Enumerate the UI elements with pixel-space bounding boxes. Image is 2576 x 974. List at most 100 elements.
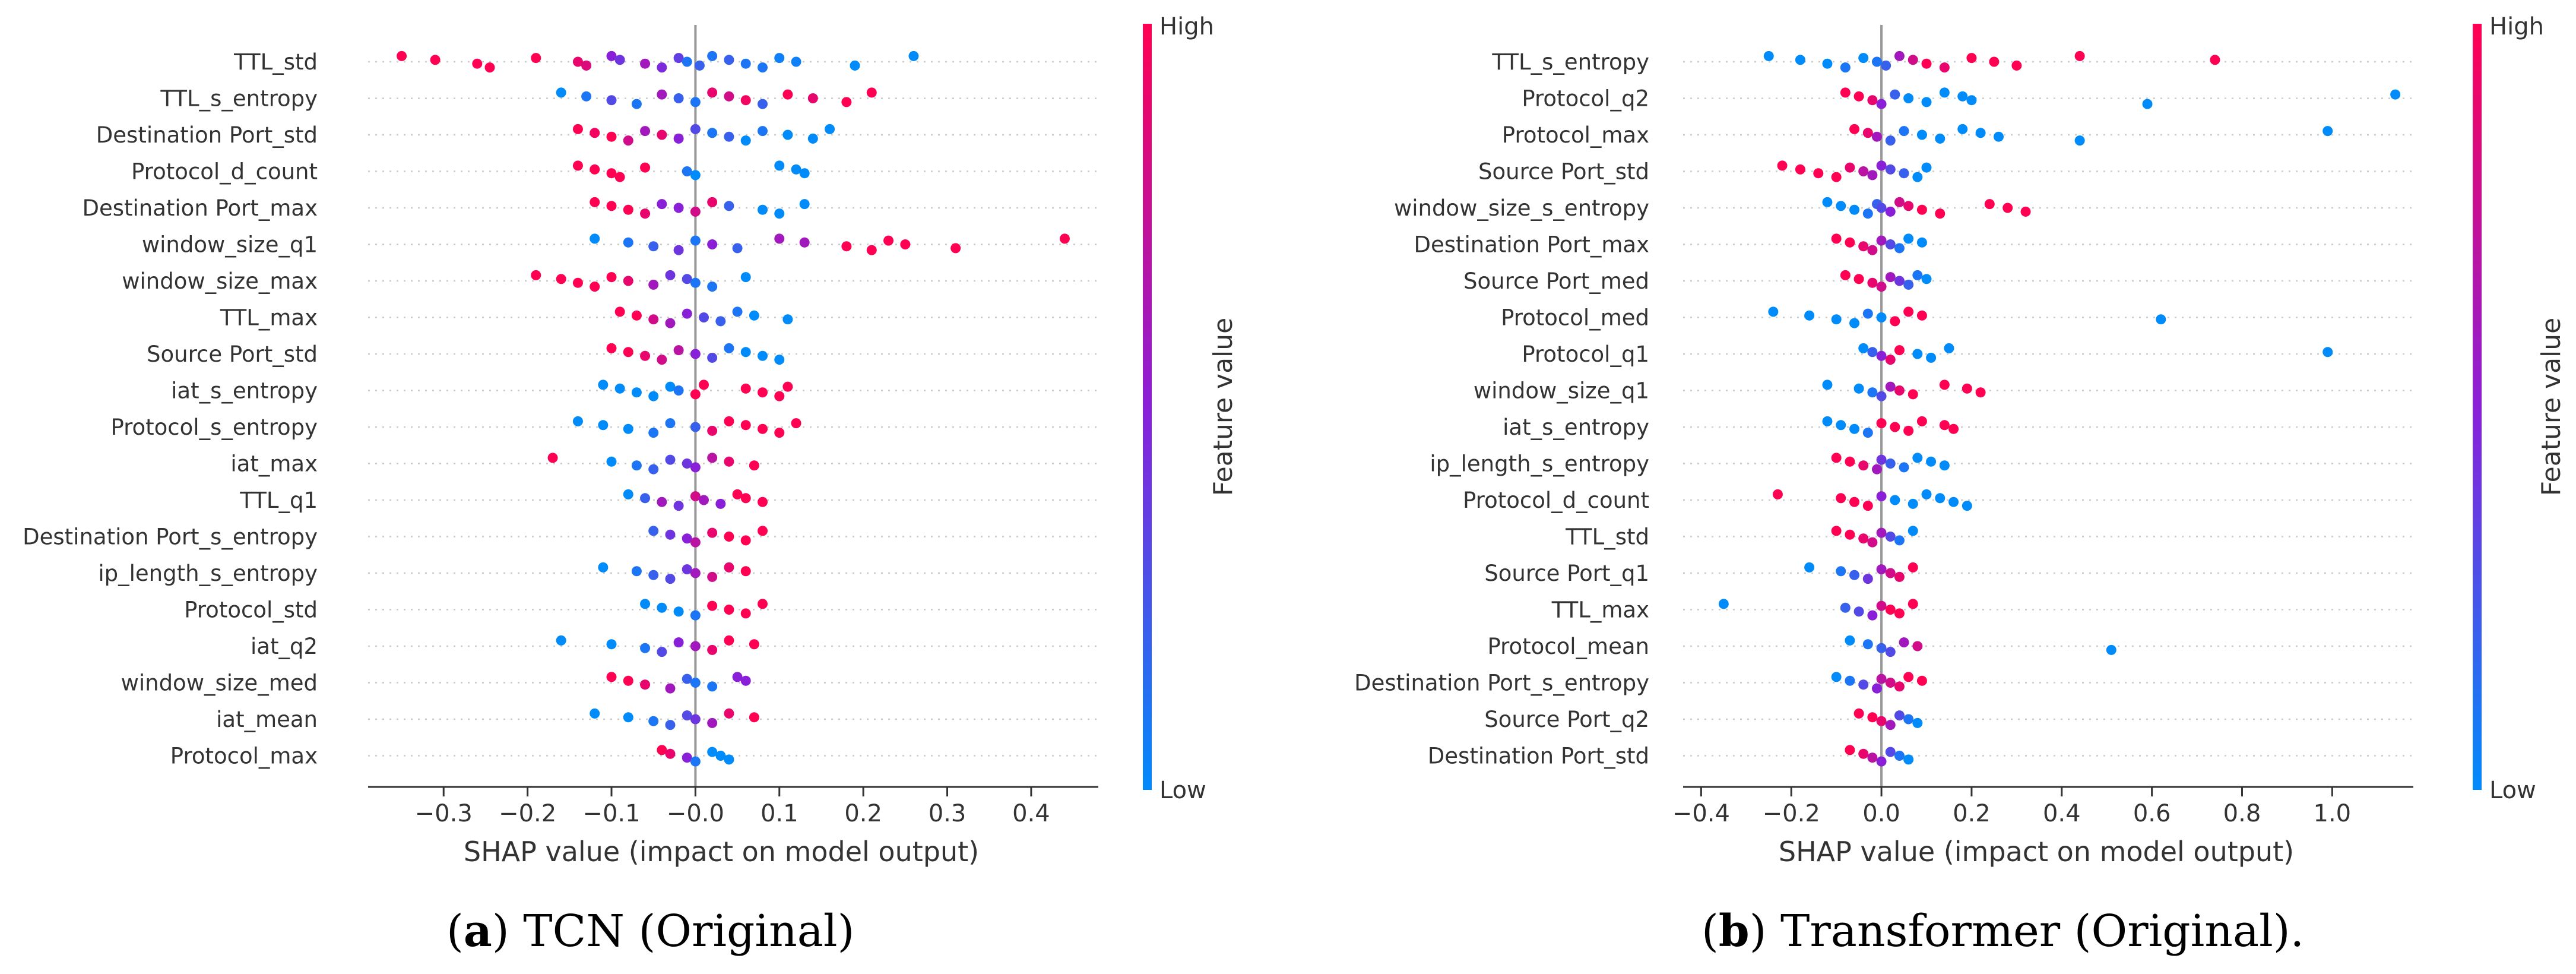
shap-point xyxy=(1908,526,1918,536)
shap-point xyxy=(1862,501,1873,511)
shap-point xyxy=(648,314,659,325)
shap-point xyxy=(724,416,734,426)
shap-point xyxy=(1804,562,1815,573)
shap-point xyxy=(699,380,709,390)
shap-point xyxy=(841,241,852,252)
shap-point xyxy=(1867,610,1878,621)
shap-point xyxy=(572,124,583,134)
shap-point xyxy=(1903,233,1914,244)
shap-point xyxy=(665,418,676,429)
feature-label: TTL_max xyxy=(220,305,318,331)
shap-point xyxy=(430,55,441,65)
shap-point xyxy=(1939,87,1950,98)
shap-point xyxy=(1908,562,1918,573)
shap-point xyxy=(673,637,684,648)
shap-point xyxy=(1840,62,1851,73)
shap-point xyxy=(1885,355,1896,365)
shap-point xyxy=(590,282,600,292)
shap-point xyxy=(1912,172,1923,182)
shap-point xyxy=(732,243,743,254)
shap-point xyxy=(2074,50,2085,61)
shap-point xyxy=(1876,527,1887,538)
shap-point xyxy=(1876,491,1887,502)
x-tick-label: −0.2 xyxy=(1763,800,1820,827)
shap-point xyxy=(1876,564,1887,575)
shap-point xyxy=(1831,453,1842,463)
feature-label: TTL_max xyxy=(1551,597,1649,623)
shap-point xyxy=(665,454,676,465)
shap-point xyxy=(1853,274,1864,284)
shap-point xyxy=(673,203,684,213)
shap-point xyxy=(2322,347,2333,358)
shap-point xyxy=(665,574,676,584)
shap-point xyxy=(1059,233,1070,244)
x-tick-label: −0.2 xyxy=(499,800,556,827)
shap-point xyxy=(1822,380,1833,390)
shap-point xyxy=(682,308,692,319)
x-tick-label: 1.0 xyxy=(2314,800,2352,827)
shap-point xyxy=(673,501,684,511)
feature-label: iat_s_entropy xyxy=(1503,415,1649,440)
colorbar-title: Feature value xyxy=(2536,318,2567,496)
shap-point xyxy=(1989,56,2000,67)
x-axis-title: SHAP value (impact on model output) xyxy=(464,836,979,868)
shap-point xyxy=(1885,458,1896,469)
shap-point xyxy=(590,164,600,175)
caption-a: (a) TCN (Original) xyxy=(446,906,855,957)
x-tick-label: 0.3 xyxy=(929,800,967,827)
shap-point xyxy=(715,751,726,761)
shap-point xyxy=(749,460,759,471)
shap-point xyxy=(657,602,667,613)
shap-point xyxy=(1867,277,1878,288)
shap-point xyxy=(707,600,718,611)
shap-point xyxy=(799,168,810,179)
colorbar xyxy=(2473,24,2482,790)
shap-point xyxy=(866,245,877,255)
x-tick-label: 0.0 xyxy=(1862,800,1900,827)
shap-point xyxy=(690,389,701,400)
shap-point xyxy=(1885,647,1896,657)
shap-point xyxy=(1885,747,1896,757)
shap-point xyxy=(572,160,583,171)
shap-point xyxy=(1867,387,1878,398)
shap-point xyxy=(598,562,609,573)
shap-point xyxy=(690,610,701,621)
feature-label: Destination Port_max xyxy=(82,195,318,221)
shap-point xyxy=(707,681,718,692)
shap-point xyxy=(2074,135,2085,146)
shap-point xyxy=(556,635,566,646)
shap-point xyxy=(908,50,919,61)
x-tick-label: 0.4 xyxy=(1012,800,1050,827)
shap-point xyxy=(673,133,684,144)
shap-point xyxy=(1939,420,1950,431)
shap-point xyxy=(1858,679,1869,690)
shap-point xyxy=(640,208,651,219)
shap-point xyxy=(606,639,617,650)
feature-label: window_size_max xyxy=(122,268,318,294)
shap-point xyxy=(1885,678,1896,688)
shap-point xyxy=(791,56,801,67)
shap-point xyxy=(1894,197,1905,207)
shap-point xyxy=(665,683,676,694)
shap-point xyxy=(707,197,718,207)
shap-point xyxy=(782,129,793,140)
shap-point xyxy=(1853,606,1864,617)
feature-label: iat_s_entropy xyxy=(171,378,318,404)
shap-point xyxy=(1876,312,1887,322)
shap-point xyxy=(690,537,701,548)
shap-point xyxy=(1881,60,1891,71)
shap-point xyxy=(757,497,768,507)
shap-point xyxy=(1871,131,1882,142)
shap-point xyxy=(699,495,709,505)
shap-point xyxy=(757,62,768,73)
shap-point xyxy=(682,564,692,575)
x-tick-label: 0.8 xyxy=(2223,800,2261,827)
shap-point xyxy=(707,282,718,292)
x-tick-label: 0.4 xyxy=(2043,800,2081,827)
shap-point xyxy=(673,606,684,617)
shap-point xyxy=(724,55,734,65)
shap-point xyxy=(590,128,600,138)
colorbar-title: Feature value xyxy=(1208,318,1238,496)
shap-point xyxy=(1876,282,1887,292)
shap-point xyxy=(657,199,667,210)
